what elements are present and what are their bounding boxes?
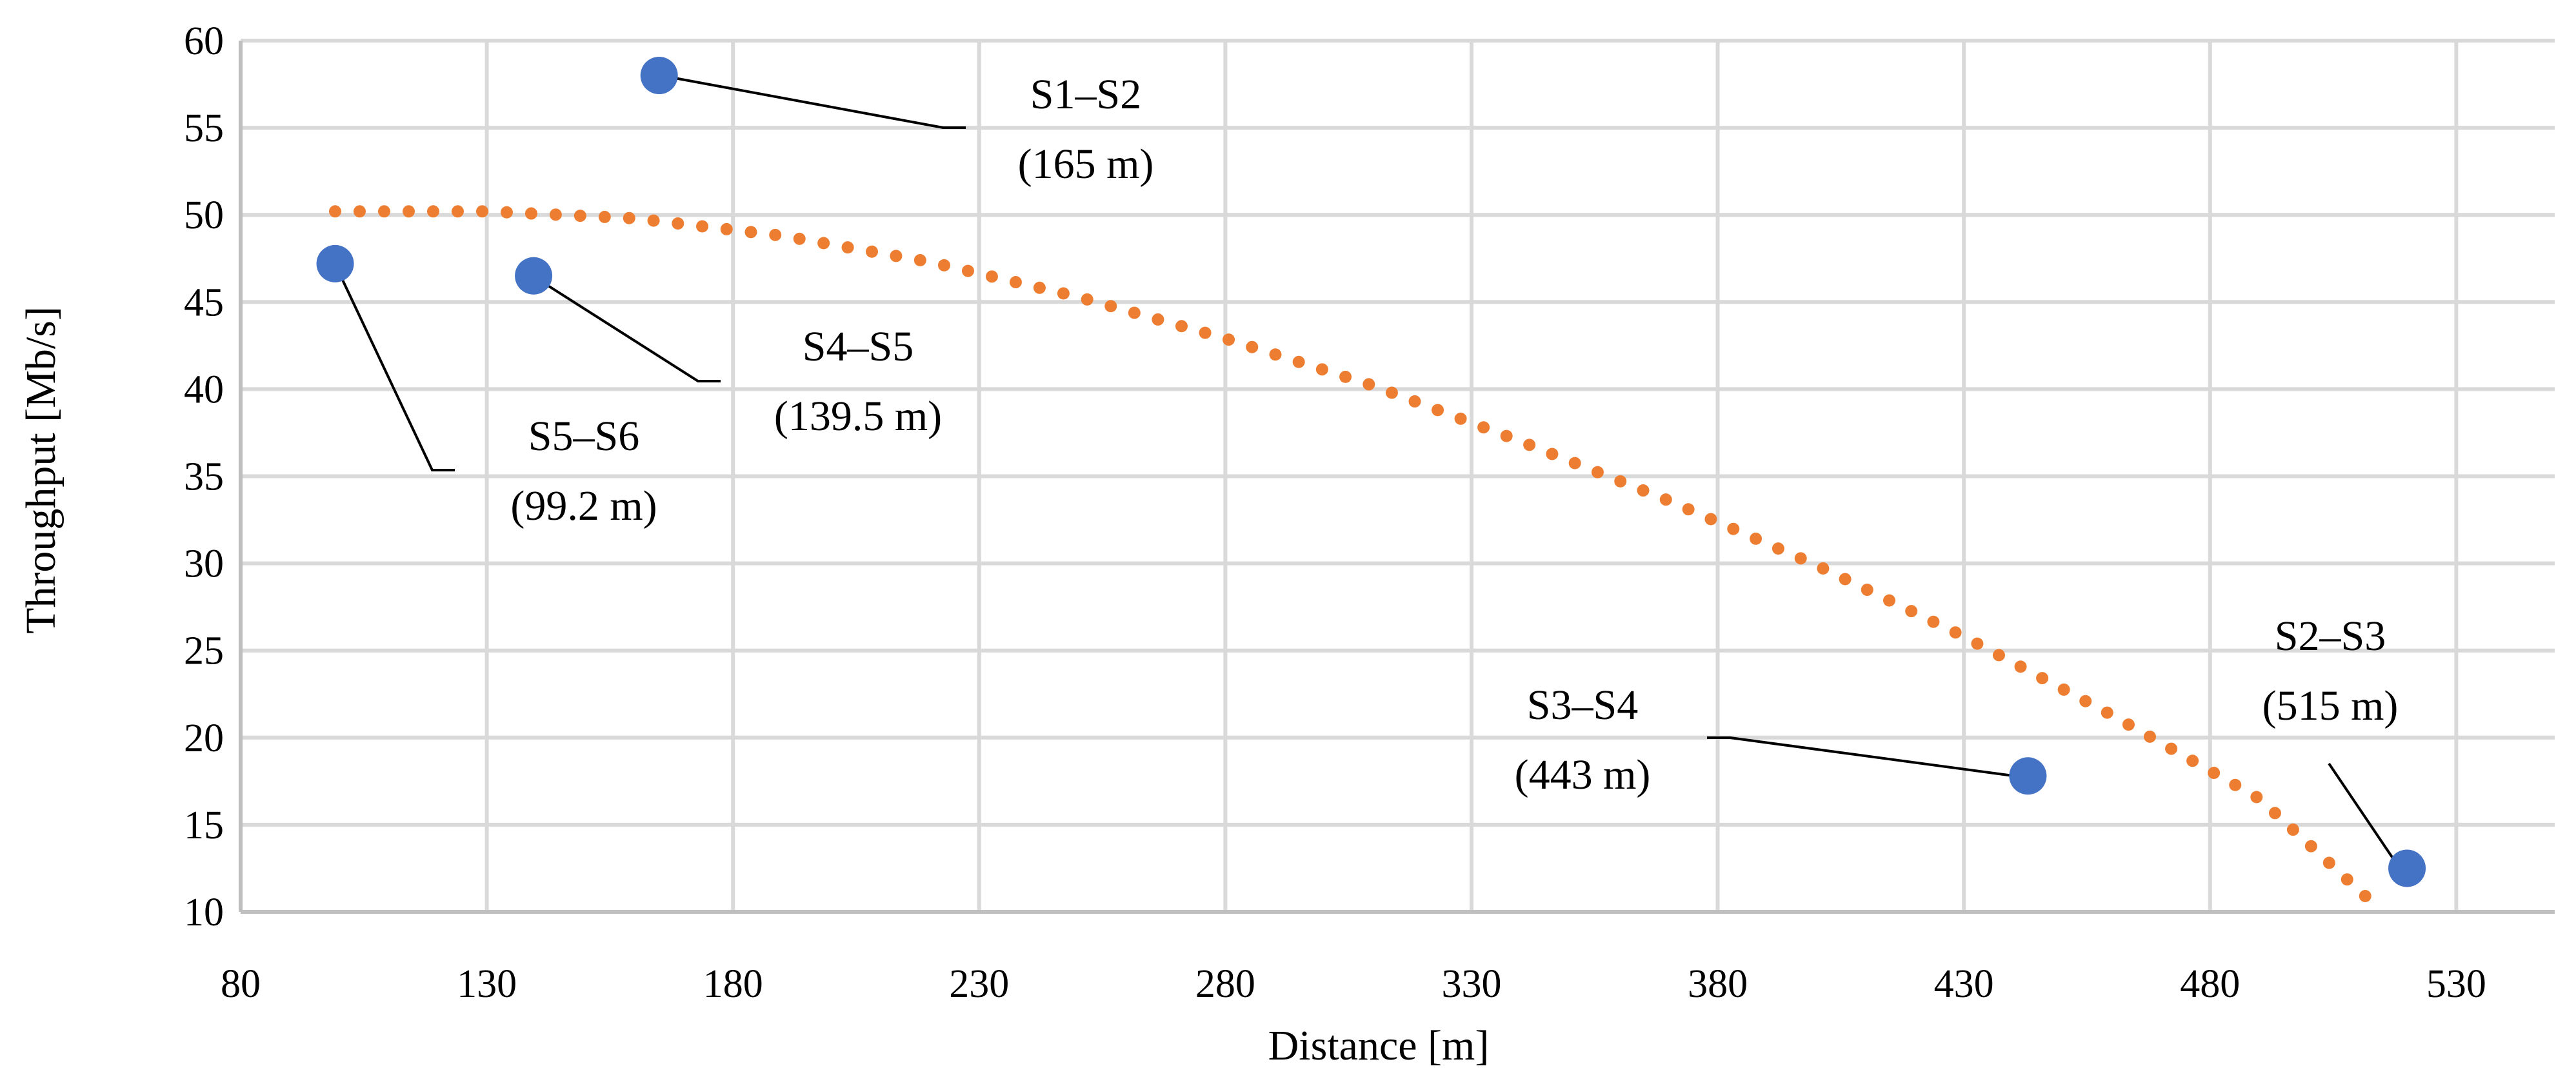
y-tick-label: 35	[184, 455, 224, 499]
x-tick-label: 230	[949, 962, 1009, 1006]
y-tick-label: 45	[184, 281, 224, 324]
axes-layer: 10 15 20 25 30 35 40 45 50 55 60 80 130 180 230 280 330 3…	[184, 19, 2555, 1006]
y-axis-title: Throughput [Mb/s]	[17, 306, 65, 634]
point-sublabel: (165 m)	[1018, 141, 1154, 188]
x-tick-label: 480	[2180, 962, 2240, 1006]
point-label: S5–S6	[528, 413, 639, 460]
y-tick-label: 60	[184, 19, 224, 63]
x-tick-label: 330	[1441, 962, 1501, 1006]
grid-layer	[241, 39, 2555, 912]
y-tick-label: 15	[184, 804, 224, 847]
point-label: S3–S4	[1527, 682, 1638, 729]
leader-line	[660, 74, 966, 129]
point-sublabel: (139.5 m)	[774, 393, 942, 440]
x-tick-label: 530	[2426, 962, 2486, 1006]
annotation-layer: S5–S6 (99.2 m) S4–S5 (139.5 m) S1–S2 (165 m) S…	[510, 71, 2398, 798]
data-point-layer	[316, 57, 2426, 887]
leader-line-layer	[335, 74, 2400, 868]
y-tick-label: 55	[184, 106, 224, 150]
x-tick-label: 80	[221, 962, 261, 1006]
point-sublabel: (99.2 m)	[510, 482, 657, 529]
data-point	[2009, 757, 2047, 795]
y-tick-label: 50	[184, 193, 224, 237]
leader-line	[335, 267, 455, 471]
data-point	[316, 244, 354, 282]
x-tick-label: 130	[457, 962, 517, 1006]
x-tick-label: 380	[1688, 962, 1748, 1006]
data-point	[515, 257, 553, 295]
x-tick-label: 430	[1934, 962, 1994, 1006]
y-tick-label: 25	[184, 629, 224, 673]
trend-line	[329, 205, 2389, 918]
point-sublabel: (443 m)	[1515, 751, 1651, 798]
point-label: S1–S2	[1030, 71, 1141, 118]
data-point	[2388, 849, 2426, 887]
y-tick-label: 40	[184, 368, 224, 411]
point-label: S4–S5	[803, 323, 914, 370]
point-sublabel: (515 m)	[2262, 682, 2399, 729]
leader-line	[1707, 736, 2019, 778]
leader-line	[532, 275, 721, 382]
point-label: S2–S3	[2275, 613, 2386, 660]
data-point	[640, 57, 678, 95]
y-tick-label: 20	[184, 716, 224, 760]
x-tick-label: 180	[703, 962, 763, 1006]
x-tick-label: 280	[1195, 962, 1255, 1006]
y-tick-label: 10	[184, 891, 224, 934]
y-tick-label: 30	[184, 542, 224, 586]
trend-line-layer	[329, 205, 2389, 918]
leader-line	[2328, 762, 2400, 868]
x-axis-title: Distance [m]	[1268, 1022, 1490, 1069]
